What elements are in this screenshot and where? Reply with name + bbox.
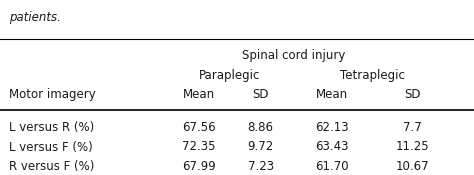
Text: 7.7: 7.7: [403, 121, 422, 134]
Text: SD: SD: [404, 88, 420, 101]
Text: Motor imagery: Motor imagery: [9, 88, 96, 101]
Text: patients.: patients.: [9, 11, 61, 24]
Text: 62.13: 62.13: [315, 121, 348, 134]
Text: R versus F (%): R versus F (%): [9, 160, 95, 173]
Text: L versus F (%): L versus F (%): [9, 141, 93, 153]
Text: 61.70: 61.70: [315, 160, 348, 173]
Text: 8.86: 8.86: [248, 121, 273, 134]
Text: 67.99: 67.99: [182, 160, 216, 173]
Text: Mean: Mean: [183, 88, 215, 101]
Text: Tetraplegic: Tetraplegic: [340, 69, 404, 82]
Text: L versus R (%): L versus R (%): [9, 121, 95, 134]
Text: 10.67: 10.67: [396, 160, 429, 173]
Text: Spinal cord injury: Spinal cord injury: [242, 50, 346, 62]
Text: 63.43: 63.43: [315, 141, 348, 153]
Text: Mean: Mean: [316, 88, 348, 101]
Text: 72.35: 72.35: [182, 141, 216, 153]
Text: 67.56: 67.56: [182, 121, 216, 134]
Text: 9.72: 9.72: [247, 141, 274, 153]
Text: 11.25: 11.25: [396, 141, 429, 153]
Text: SD: SD: [253, 88, 269, 101]
Text: Paraplegic: Paraplegic: [199, 69, 261, 82]
Text: 7.23: 7.23: [247, 160, 274, 173]
